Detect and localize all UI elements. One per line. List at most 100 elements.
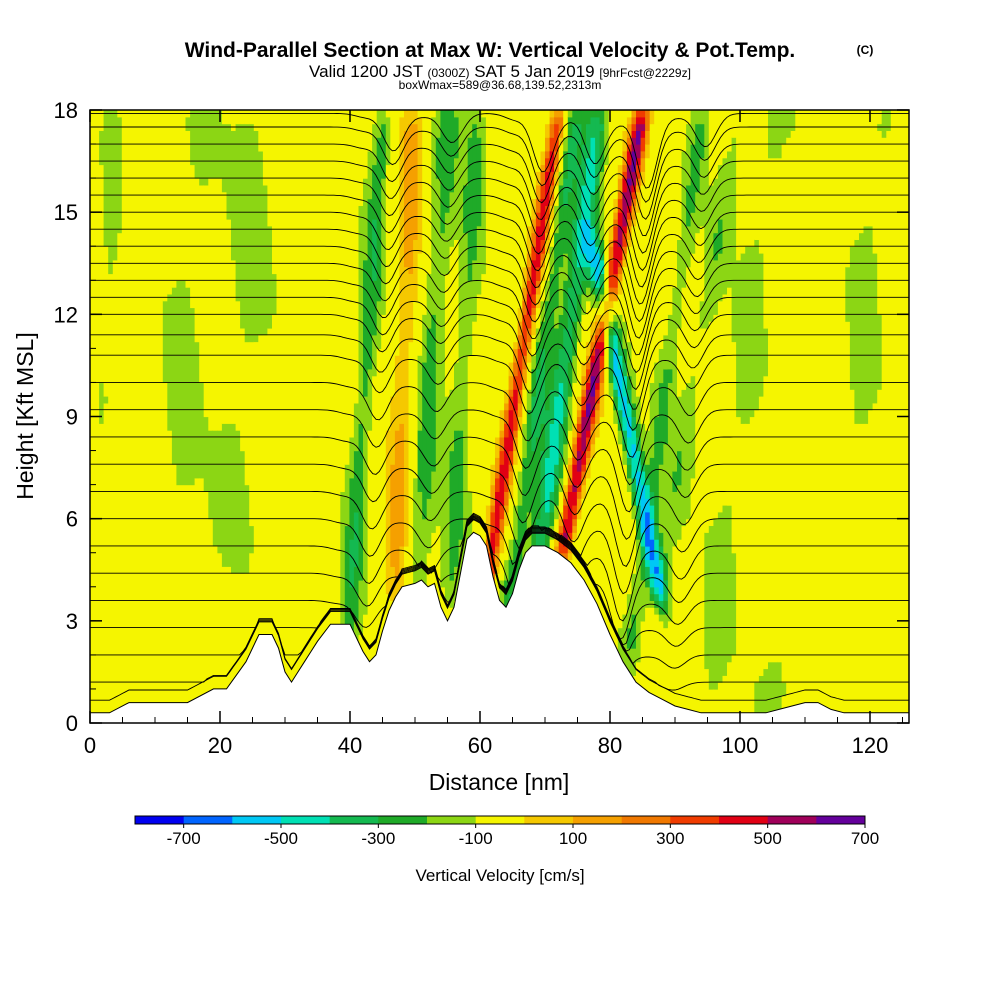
w-cell <box>645 607 651 723</box>
w-cell <box>586 436 592 452</box>
w-cell <box>649 586 655 595</box>
w-cell <box>358 580 364 636</box>
w-cell <box>617 246 623 261</box>
w-cell <box>581 375 587 390</box>
w-cell <box>558 266 564 315</box>
w-cell <box>590 334 596 343</box>
w-cell <box>731 341 737 554</box>
w-cell <box>631 573 637 615</box>
w-cell <box>513 389 519 411</box>
w-cell <box>622 232 628 247</box>
w-cell <box>272 273 278 315</box>
subtitle-date: SAT 5 Jan 2019 <box>474 62 594 81</box>
chart-title: Wind-Parallel Section at Max W: Vertical… <box>185 39 796 62</box>
w-cell <box>581 416 587 452</box>
w-cell <box>631 430 637 445</box>
w-cell <box>595 300 601 309</box>
w-cell <box>495 110 501 438</box>
w-cell <box>599 396 605 418</box>
w-cell <box>567 532 573 540</box>
w-cell <box>686 110 692 125</box>
w-cell <box>595 280 601 288</box>
w-cell <box>863 110 869 227</box>
w-cell <box>563 443 569 465</box>
x-tick-label: 80 <box>598 733 622 758</box>
w-cell <box>508 362 514 377</box>
w-cell <box>604 328 610 723</box>
w-cell <box>467 137 473 281</box>
w-cell <box>731 137 737 343</box>
w-cell <box>890 110 896 723</box>
w-cell <box>508 539 514 561</box>
w-cell <box>640 110 646 118</box>
w-cell <box>449 450 455 581</box>
w-cell <box>667 368 674 383</box>
w-cell <box>394 110 400 356</box>
w-cell <box>790 130 796 723</box>
w-cell <box>613 321 619 329</box>
w-cell <box>413 239 419 302</box>
colorbar-tick-label: 700 <box>851 829 879 848</box>
theta-contour <box>90 313 909 391</box>
w-cell <box>349 110 355 438</box>
w-cell <box>167 293 173 431</box>
w-cell <box>504 505 510 513</box>
w-cell <box>613 409 619 424</box>
w-cell <box>595 287 601 295</box>
w-cell <box>504 409 510 424</box>
w-cell <box>586 280 592 288</box>
theta-contour <box>90 177 909 254</box>
w-cell <box>535 293 542 309</box>
w-cell <box>563 505 569 520</box>
w-cell <box>636 184 642 193</box>
w-cell <box>617 191 623 200</box>
w-cell <box>540 300 546 322</box>
w-cell <box>622 443 628 452</box>
w-cell <box>353 566 360 622</box>
colorbar-swatch <box>475 816 525 824</box>
w-cell <box>595 314 601 322</box>
w-cell <box>640 123 646 131</box>
w-cell <box>367 198 373 370</box>
w-cell <box>235 110 241 125</box>
w-cell <box>645 484 651 499</box>
w-cell <box>135 110 141 723</box>
w-cell <box>567 287 573 363</box>
w-cell <box>631 225 637 370</box>
w-cell <box>613 219 619 227</box>
w-cell <box>690 110 696 145</box>
w-cell <box>658 532 664 547</box>
w-cell <box>404 110 410 131</box>
w-cell <box>590 307 596 322</box>
w-cell <box>658 593 664 601</box>
w-cell <box>599 321 605 329</box>
w-cell <box>508 389 514 397</box>
w-cell <box>381 110 387 125</box>
w-cell <box>617 328 623 343</box>
w-cell <box>422 110 428 315</box>
w-cell <box>677 539 683 723</box>
x-tick-label: 120 <box>852 733 889 758</box>
theta-contour <box>90 262 909 339</box>
w-cell <box>317 110 323 723</box>
w-cell <box>535 436 542 520</box>
w-cell <box>681 525 687 723</box>
w-cell <box>112 110 118 261</box>
w-cell <box>422 518 428 608</box>
w-cell <box>217 178 223 431</box>
w-cell <box>563 150 569 179</box>
chart-subtitle-2: boxWmax=589@36.68,139.52,2313m <box>399 78 602 92</box>
w-cell <box>586 300 592 343</box>
w-cell <box>581 450 587 465</box>
w-cell <box>777 110 783 159</box>
w-cell <box>690 253 696 377</box>
w-cell <box>617 178 623 193</box>
subtitle-zulu: (0300Z) <box>428 66 470 80</box>
w-cell <box>640 545 646 561</box>
w-cell <box>690 477 696 723</box>
w-cell <box>608 259 614 288</box>
w-cell <box>613 396 619 411</box>
w-cell <box>563 532 569 540</box>
w-cell <box>171 110 177 288</box>
w-cell <box>872 402 878 723</box>
